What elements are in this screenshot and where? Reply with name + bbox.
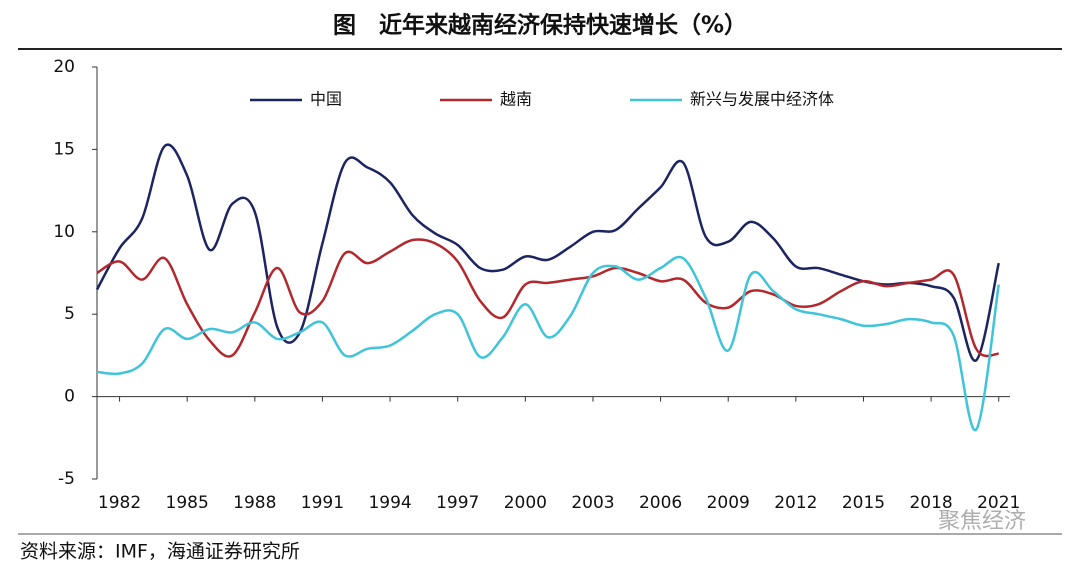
y-tick-label: 5 — [64, 304, 75, 324]
y-tick-label: 10 — [53, 222, 75, 242]
x-tick-label: 2018 — [909, 493, 952, 513]
x-tick-label: 2009 — [707, 493, 750, 513]
x-tick-label: 2006 — [639, 493, 682, 513]
series-line — [96, 238, 999, 358]
y-tick-label: 15 — [53, 139, 75, 159]
chart-title: 图 近年来越南经济保持快速增长（%） — [333, 12, 747, 39]
watermark: 聚焦经济 — [938, 509, 1026, 534]
series-line — [95, 143, 1000, 362]
x-tick-label: 2021 — [977, 493, 1020, 513]
x-tick-label: 2015 — [842, 493, 885, 513]
y-tick-label: -5 — [58, 469, 75, 489]
x-tick-label: 1988 — [233, 493, 276, 513]
x-tick-label: 1985 — [166, 493, 209, 513]
x-tick-label: 2000 — [504, 493, 547, 513]
y-tick-label: 20 — [53, 57, 75, 77]
x-tick-label: 1994 — [368, 493, 411, 513]
x-tick-label: 2003 — [571, 493, 614, 513]
x-tick-label: 1997 — [436, 493, 479, 513]
legend-label: 中国 — [310, 90, 342, 109]
y-tick-label: 0 — [64, 387, 75, 407]
source-note: 资料来源：IMF，海通证券研究所 — [20, 541, 300, 563]
x-tick-label: 1982 — [98, 493, 141, 513]
series-line — [96, 255, 1000, 431]
x-tick-label: 1991 — [301, 493, 344, 513]
x-tick-label: 2012 — [774, 493, 817, 513]
legend-label: 新兴与发展中经济体 — [690, 90, 834, 109]
legend-label: 越南 — [500, 90, 532, 109]
